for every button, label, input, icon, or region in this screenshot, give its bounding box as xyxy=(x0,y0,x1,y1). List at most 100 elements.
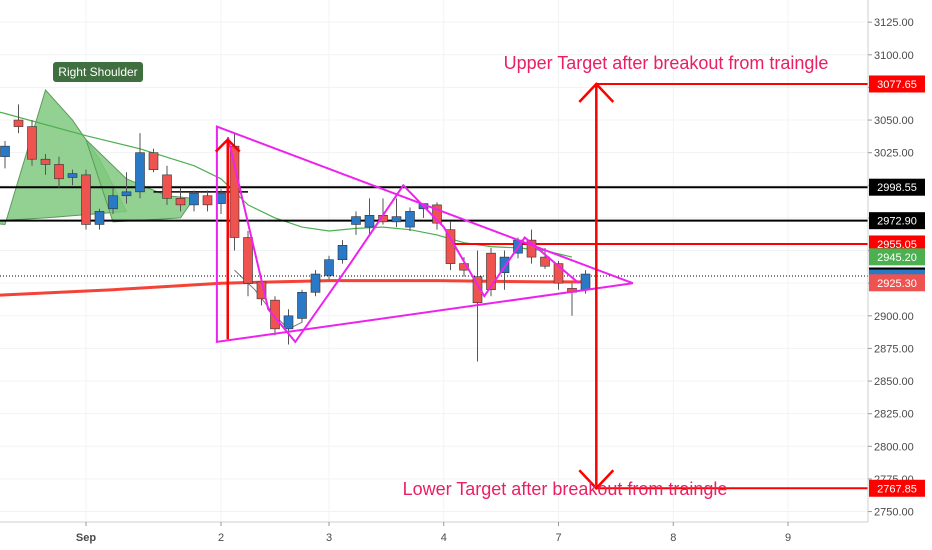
candle xyxy=(162,165,172,205)
candle-body xyxy=(486,252,496,291)
candle-body xyxy=(0,145,10,157)
candle xyxy=(364,198,375,235)
x-tick-label: 9 xyxy=(785,532,791,544)
candle-body xyxy=(310,273,321,293)
x-tick-label: 3 xyxy=(326,532,332,544)
candle-body xyxy=(243,237,253,284)
price-label-box xyxy=(869,274,925,292)
candle-body xyxy=(580,273,591,291)
candle xyxy=(27,120,37,166)
candle xyxy=(0,140,10,169)
candle xyxy=(189,190,199,212)
candle xyxy=(337,240,348,264)
candle xyxy=(270,296,280,336)
upper-target-annotation: Upper Target after breakout from traingl… xyxy=(504,53,829,73)
price-label: 2945.20 xyxy=(869,248,925,266)
y-tick-label: 2850.00 xyxy=(874,376,914,388)
x-tick-label: Sep xyxy=(76,532,96,544)
x-tick-label: 2 xyxy=(218,532,224,544)
price-label-box xyxy=(869,248,925,266)
candle-body xyxy=(391,216,402,223)
candle xyxy=(526,229,537,264)
x-axis-panel xyxy=(0,522,932,550)
candle xyxy=(324,255,334,280)
candle-body xyxy=(526,239,537,258)
y-tick-label: 2875.00 xyxy=(874,343,914,355)
head-and-shoulders-pattern xyxy=(0,89,248,226)
price-label-box xyxy=(869,178,925,196)
y-tick-label: 3025.00 xyxy=(874,148,914,160)
candle xyxy=(81,169,91,230)
triangle-wave-path xyxy=(226,136,580,344)
price-label-text: 2767.85 xyxy=(877,483,917,495)
y-tick-label: 2750.00 xyxy=(874,507,914,519)
candle-body xyxy=(81,174,91,225)
candle-body xyxy=(202,195,213,206)
price-label-box xyxy=(869,75,925,93)
candle xyxy=(391,198,402,228)
candle xyxy=(405,207,415,231)
x-tick-label: 7 xyxy=(555,532,561,544)
price-labels: 3077.652998.552972.902955.052945.202930.… xyxy=(869,75,925,497)
candle-body xyxy=(189,192,199,206)
candle xyxy=(499,250,510,290)
triangle-pattern xyxy=(215,125,634,344)
y-tick-label: 3125.00 xyxy=(874,17,914,29)
candle xyxy=(121,172,132,204)
candle-body xyxy=(108,195,118,210)
candle-body xyxy=(162,174,172,199)
candle xyxy=(567,283,577,316)
candle-body xyxy=(121,191,132,197)
candle xyxy=(40,153,51,175)
candle xyxy=(486,247,496,297)
candle-body xyxy=(540,256,550,267)
x-tick-label: 8 xyxy=(670,532,676,544)
y-tick-label: 2900.00 xyxy=(874,311,914,323)
target-arrows xyxy=(214,82,615,491)
candle-body xyxy=(135,152,145,193)
candle xyxy=(310,270,321,297)
right-shoulder-badge xyxy=(53,62,143,82)
upper-arrow-head xyxy=(578,82,615,103)
small-up-arrow-head xyxy=(214,137,241,153)
price-label: 2972.90 xyxy=(869,212,925,230)
y-tick-label: 2825.00 xyxy=(874,409,914,421)
lower-arrow-head xyxy=(578,469,615,491)
candle-body xyxy=(283,315,294,330)
y-tick-label: 3050.00 xyxy=(874,115,914,127)
price-label: 2767.85 xyxy=(869,479,925,497)
horizontal-levels xyxy=(0,82,868,490)
red-moving-average xyxy=(0,279,587,297)
candle-body xyxy=(27,126,37,160)
price-label-box xyxy=(869,235,925,253)
candle-body xyxy=(67,173,78,178)
candle-body xyxy=(351,216,361,225)
candle-body xyxy=(337,245,348,260)
candle-body xyxy=(553,263,564,284)
candle xyxy=(297,289,307,323)
candle-body xyxy=(472,276,483,304)
candle xyxy=(108,187,118,215)
candle xyxy=(351,211,361,235)
candle-body xyxy=(270,299,280,330)
candle-body xyxy=(148,152,159,170)
candle-body xyxy=(54,164,64,180)
price-label-text: 2925.30 xyxy=(877,278,917,290)
right-shoulder-label: Right Shoulder xyxy=(58,65,137,79)
candle-body xyxy=(229,145,240,238)
price-label-text: 2955.05 xyxy=(877,239,917,251)
x-axis-ticks: 1Sep234789 xyxy=(76,522,791,544)
candle-body xyxy=(297,292,307,319)
y-tick-label: 3100.00 xyxy=(874,50,914,62)
candle xyxy=(283,309,294,345)
symmetrical-triangle xyxy=(215,125,634,344)
x-tick-label: 4 xyxy=(441,532,447,544)
price-label: 2925.30 xyxy=(869,274,925,292)
candle xyxy=(135,133,145,199)
candle xyxy=(445,221,456,271)
annotations: Upper Target after breakout from traingl… xyxy=(53,53,828,499)
price-label-box xyxy=(869,212,925,230)
candle xyxy=(54,156,64,188)
